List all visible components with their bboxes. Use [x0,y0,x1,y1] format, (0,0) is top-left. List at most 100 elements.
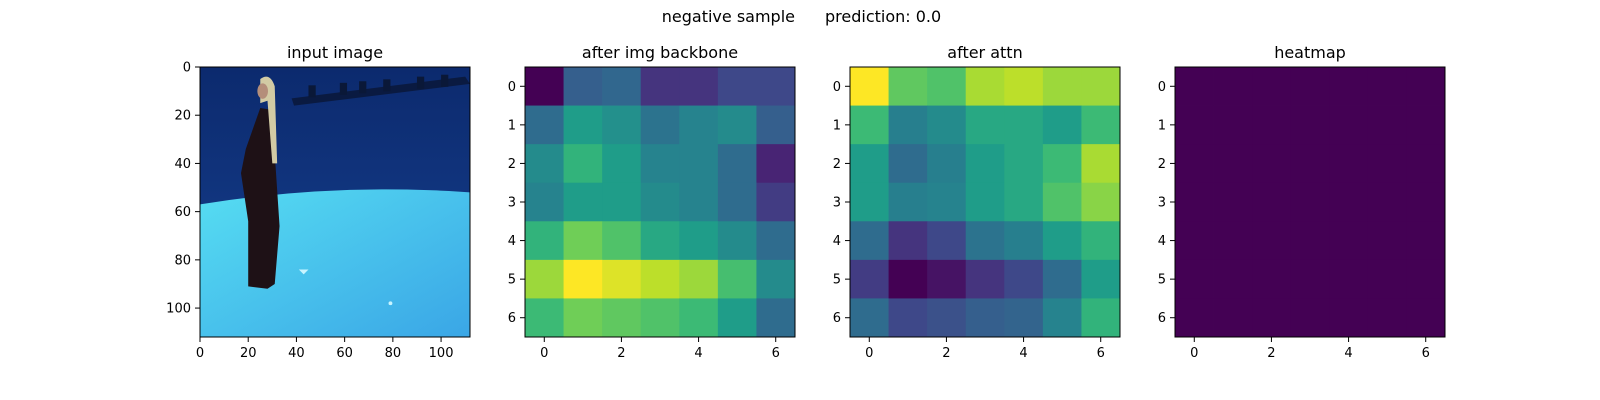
heatmap-cell [1290,221,1330,261]
heatmap-cell [1290,144,1330,184]
x-tick-label: 20 [240,346,257,361]
heatmap-cell [1004,144,1044,184]
x-tick-label: 2 [942,346,950,361]
heatmap-cell [563,105,603,145]
heatmap-cell [1004,182,1044,222]
heatmap-cell [965,221,1005,261]
heatmap-cell [1406,105,1446,145]
heatmap-cell [850,105,889,145]
heatmap-cell [1175,298,1214,338]
heatmap-cell [563,67,603,106]
heatmap-cell [756,182,796,222]
x-tick-label: 100 [429,346,454,361]
heatmap-cells [525,67,796,338]
heatmap-cell [1329,67,1369,106]
y-tick-label: 2 [508,157,516,172]
y-tick-label: 4 [508,234,516,249]
axes-frame [1174,66,1446,338]
heatmap-cell [525,259,564,299]
floor-mark [298,269,309,275]
heatmap-cell [1004,67,1044,106]
heatmap-cell [965,67,1005,106]
heatmap-cell [525,105,564,145]
heatmap-cell [602,298,642,338]
heatmap-cell [1213,221,1253,261]
heatmap-cells [1175,67,1446,338]
x-tick-label: 2 [617,346,625,361]
heatmap-cell [927,182,967,222]
heatmap-cell [1004,221,1044,261]
heatmap-cell [850,144,889,184]
x-tick-label: 6 [772,346,780,361]
heatmap-cell [1329,221,1369,261]
heatmap-cell [1081,67,1121,106]
panel-input-image: 0 20 40 60 80 100 0 20 40 60 80 100 input image [166,43,471,361]
heatmap-cell [563,259,603,299]
heatmap-cell [679,221,719,261]
heatmap-cell [1367,144,1407,184]
heatmap-cell [756,144,796,184]
rig-camera [308,85,316,98]
heatmap-cell [1367,221,1407,261]
heatmap-cell [756,221,796,261]
heatmap-cell [602,221,642,261]
y-tick-label: 0 [833,80,841,95]
x-tick-label: 4 [1019,346,1027,361]
axes-frame [199,66,471,338]
heatmap-cell [1081,259,1121,299]
floor-mark [388,301,393,306]
heatmap-cell [888,105,928,145]
heatmap-cell [679,298,719,338]
heatmap-cell [602,144,642,184]
heatmap-cell [1004,259,1044,299]
heatmap-cell [1042,259,1082,299]
heatmap-cell [640,105,680,145]
heatmap-cell [525,182,564,222]
heatmap-cell [1406,182,1446,222]
y-tick-label: 3 [833,196,841,211]
heatmap-cell [717,298,757,338]
heatmap-cell [1004,298,1044,338]
heatmap-cell [1290,298,1330,338]
y-tick-label: 60 [174,205,191,220]
heatmap-cell [679,144,719,184]
y-tick-label: 5 [508,273,516,288]
rig-camera [383,79,391,92]
heatmap-cells [850,67,1121,338]
heatmap-cell [1042,67,1082,106]
heatmap-cell [1252,221,1292,261]
y-tick-label: 6 [508,311,516,326]
heatmap-cell [850,182,889,222]
heatmap-cell [525,144,564,184]
heatmap-cell [1042,221,1082,261]
panel-title: input image [287,43,383,62]
x-tick-label: 0 [865,346,873,361]
heatmap-cell [1329,259,1369,299]
heatmap-cell [927,105,967,145]
heatmap-cell [965,259,1005,299]
heatmap-cell [1329,105,1369,145]
x-tick-label: 0 [1190,346,1198,361]
heatmap-cell [965,105,1005,145]
heatmap-cell [1290,182,1330,222]
x-tick-label: 4 [694,346,702,361]
axes-frame [849,66,1121,338]
heatmap-cell [1042,298,1082,338]
y-tick-label: 5 [833,273,841,288]
axes-frame [524,66,796,338]
heatmap-cell [1290,67,1330,106]
heatmap-cell [1367,182,1407,222]
heatmap-cell [525,221,564,261]
heatmap-cell [1406,221,1446,261]
panel-after-img-backbone: 0 2 4 6 0 1 2 3 4 5 6 after img backbone [508,43,796,361]
suptitle-right: prediction: 0.0 [825,7,941,26]
heatmap-cell [717,105,757,145]
heatmap-cell [756,298,796,338]
heatmap-cell [1081,182,1121,222]
heatmap-cell [563,144,603,184]
person-body [240,107,280,289]
heatmap-cell [1329,144,1369,184]
heatmap-cell [1213,67,1253,106]
heatmap-cell [1081,105,1121,145]
